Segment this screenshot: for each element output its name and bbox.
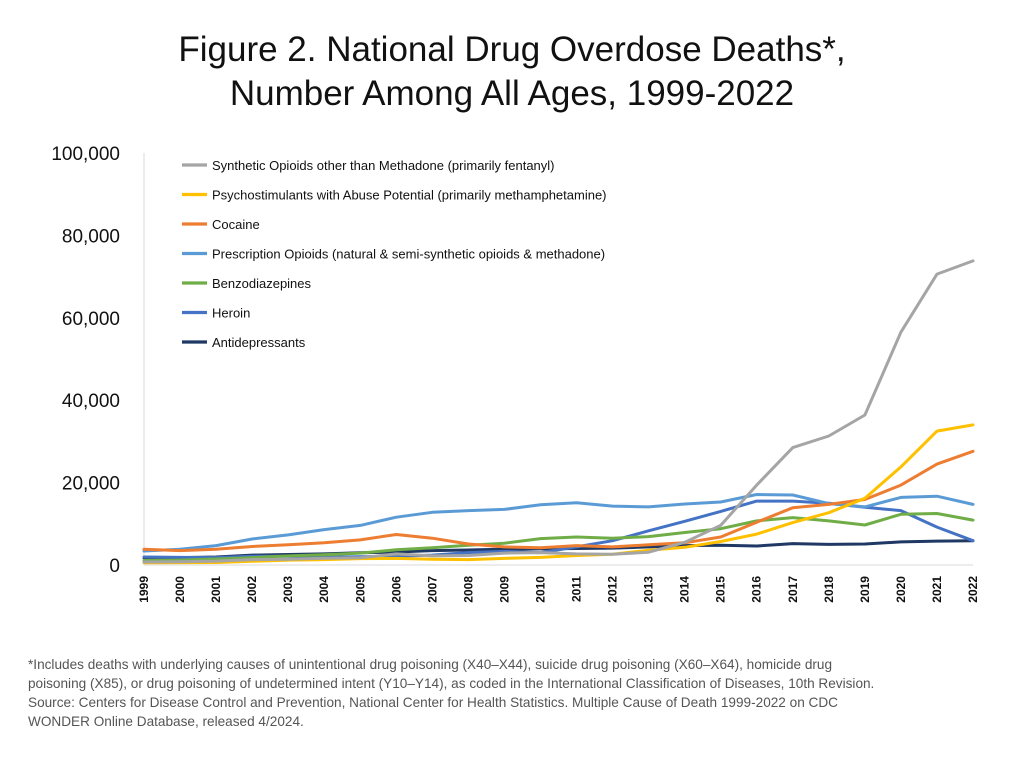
y-tick-label: 40,000 — [62, 391, 120, 412]
legend-entry: Antidepressants — [212, 335, 306, 350]
y-tick-label: 100,000 — [51, 144, 120, 165]
footnote-line-4: WONDER Online Database, released 4/2024. — [28, 714, 304, 729]
x-tick-label: 2012 — [606, 576, 620, 603]
footnote-line-3: Source: Centers for Disease Control and … — [28, 695, 838, 710]
series-line — [142, 259, 975, 564]
y-tick-label: 20,000 — [62, 474, 120, 495]
x-tick-label: 2016 — [750, 576, 764, 603]
x-tick-label: 2020 — [894, 576, 908, 603]
x-tick-label: 2019 — [858, 576, 872, 603]
series-line — [142, 499, 975, 560]
y-tick-label: 0 — [109, 556, 120, 577]
x-tick-label: 2017 — [786, 576, 800, 603]
x-tick-label: 2011 — [570, 576, 584, 602]
series-line — [142, 512, 975, 562]
x-tick-label: 2022 — [966, 576, 980, 603]
x-tick-label: 2003 — [281, 576, 295, 603]
footnote-line-1: *Includes deaths with underlying causes … — [28, 657, 833, 672]
legend-entry: Heroin — [212, 306, 250, 321]
legend-entry: Benzodiazepines — [212, 276, 312, 291]
x-tick-label: 1999 — [137, 576, 151, 603]
x-tick-label: 2006 — [389, 576, 403, 603]
x-tick-label: 2018 — [822, 576, 836, 603]
x-tick-label: 2005 — [353, 576, 367, 603]
chart-axes — [143, 153, 973, 566]
series-lines — [142, 259, 975, 565]
chart-title-line-2: Number Among All Ages, 1999-2022 — [229, 74, 795, 113]
x-tick-label: 2004 — [317, 576, 331, 603]
x-tick-label: 2009 — [497, 576, 511, 603]
x-tick-label: 2015 — [714, 576, 728, 603]
y-tick-label: 80,000 — [62, 226, 120, 247]
x-tick-label: 2008 — [461, 576, 475, 603]
line-chart: 0 20,000 40,000 60,000 80,000 100,000 1999 2000… — [51, 144, 980, 603]
x-tick-label: 2007 — [425, 576, 439, 603]
legend: Synthetic Opioids other than Methadone (… — [182, 158, 607, 350]
chart-title: Figure 2. National Drug Overdose Deaths*… — [0, 28, 1024, 116]
series-line — [142, 449, 975, 553]
footnote: *Includes deaths with underlying causes … — [28, 655, 1008, 731]
chart-title-line-1: Figure 2. National Drug Overdose Deaths*… — [178, 30, 846, 69]
footnote-line-2: poisoning (X85), or drug poisoning of un… — [28, 676, 875, 691]
x-tick-label: 2021 — [930, 576, 944, 603]
x-tick-label: 2000 — [173, 576, 187, 603]
legend-entry: Cocaine — [212, 217, 260, 232]
series-line — [142, 423, 975, 565]
x-tick-label: 2010 — [533, 576, 547, 603]
x-tick-label: 2002 — [245, 576, 259, 603]
y-tick-label: 60,000 — [62, 309, 120, 330]
x-tick-label: 2014 — [678, 576, 692, 603]
x-tick-label: 2013 — [642, 576, 656, 603]
legend-entry: Synthetic Opioids other than Methadone (… — [212, 158, 555, 173]
legend-entry: Psychostimulants with Abuse Potential (p… — [212, 188, 607, 203]
legend-entry: Prescription Opioids (natural & semi-syn… — [212, 247, 605, 262]
tick-labels: 0 20,000 40,000 60,000 80,000 100,000 1999 2000… — [51, 144, 980, 603]
x-tick-label: 2001 — [209, 576, 223, 603]
